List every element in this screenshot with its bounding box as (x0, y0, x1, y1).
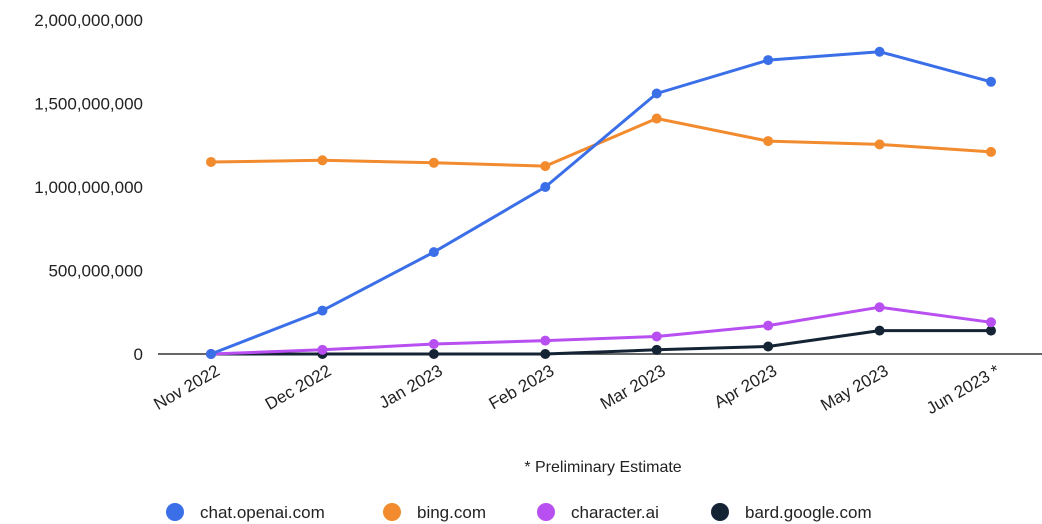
data-point-bing-com (986, 146, 996, 157)
data-point-chat-openai-com (986, 76, 996, 87)
legend-label: character.ai (571, 503, 659, 522)
x-axis: Nov 2022 Dec 2022 Jan 2023 Feb 2023 Mar 2023… (150, 353, 1042, 418)
data-point-bing-com (428, 157, 439, 168)
data-point-bing-com (651, 113, 662, 124)
x-tick-label: Apr 2023 (711, 361, 780, 412)
x-tick-label: Mar 2023 (597, 361, 669, 413)
y-tick-label: 1,500,000,000 (34, 95, 143, 114)
y-tick-label: 500,000,000 (48, 262, 143, 281)
data-point-bing-com (763, 136, 774, 147)
data-point-character-ai (540, 335, 551, 346)
legend-label: bard.google.com (745, 503, 872, 522)
data-point-bing-com (317, 155, 328, 166)
data-point-character-ai (986, 317, 996, 328)
data-point-bing-com (540, 161, 551, 172)
data-point-chat-openai-com (651, 88, 662, 99)
data-point-bing-com (874, 139, 885, 150)
data-point-chat-openai-com (874, 46, 885, 57)
legend-swatch (166, 503, 184, 521)
data-point-bard-google-com (428, 349, 439, 359)
data-point-chat-openai-com (428, 247, 439, 258)
data-point-chat-openai-com (317, 305, 328, 316)
y-axis: 0 500,000,000 1,000,000,000 1,500,000,000 2,… (34, 11, 143, 364)
x-tick-label: Feb 2023 (486, 361, 558, 413)
data-point-bard-google-com (651, 344, 662, 355)
data-point-chat-openai-com (763, 55, 774, 66)
legend: chat.openai.com bing.com character.ai bard.… (166, 503, 872, 522)
legend-swatch (537, 503, 555, 521)
legend-label: bing.com (417, 503, 486, 522)
data-point-character-ai (317, 344, 328, 355)
data-point-bard-google-com (763, 341, 774, 352)
series-layer (206, 46, 996, 359)
legend-item-bard-google-com: bard.google.com (711, 503, 872, 522)
legend-label: chat.openai.com (200, 503, 325, 522)
series-bard-google-com (206, 325, 996, 359)
chart-note: * Preliminary Estimate (524, 459, 681, 476)
data-point-character-ai (763, 320, 774, 331)
data-point-bard-google-com (986, 325, 996, 336)
x-tick-label: Jan 2023 (376, 361, 446, 412)
data-point-chat-openai-com (540, 182, 551, 192)
y-tick-label: 0 (134, 345, 143, 364)
x-tick-label: May 2023 (817, 361, 891, 415)
series-bing-com (206, 113, 996, 172)
legend-swatch (711, 503, 729, 521)
data-point-bard-google-com (874, 325, 885, 336)
x-tick-label: Dec 2022 (262, 361, 335, 414)
data-point-character-ai (651, 331, 662, 342)
legend-swatch (383, 503, 401, 521)
series-chat-openai-com (206, 46, 996, 359)
data-point-character-ai (874, 302, 885, 313)
legend-item-character-ai: character.ai (537, 503, 659, 522)
y-tick-label: 1,000,000,000 (34, 178, 143, 197)
x-tick-label: Nov 2022 (150, 361, 223, 414)
data-point-bard-google-com (540, 349, 551, 359)
series-line-chat-openai-com (209, 50, 993, 356)
data-point-chat-openai-com (206, 349, 216, 359)
legend-item-chat-openai-com: chat.openai.com (166, 503, 325, 522)
series-line-bard-google-com (209, 329, 993, 356)
series-line-bing-com (209, 117, 993, 168)
data-point-character-ai (428, 338, 439, 349)
series-line-character-ai (209, 305, 993, 356)
x-tick-label: Jun 2023 * (923, 361, 1003, 418)
legend-item-bing-com: bing.com (383, 503, 486, 522)
data-point-bing-com (206, 156, 216, 167)
y-tick-label: 2,000,000,000 (34, 11, 143, 30)
